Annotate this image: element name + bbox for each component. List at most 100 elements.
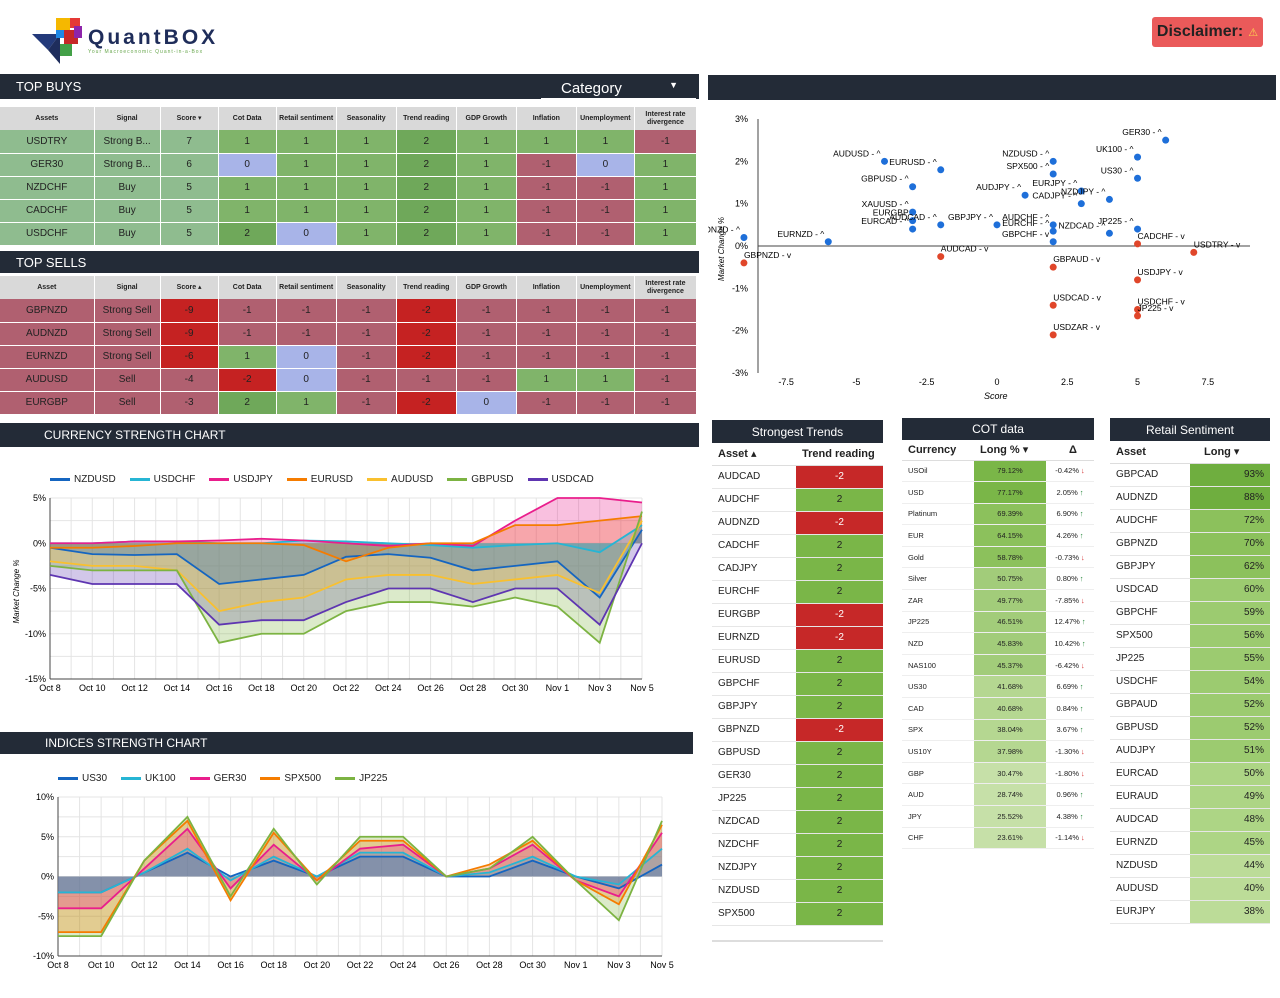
table-row[interactable]: EURNZD -2 <box>712 626 883 650</box>
legend-item[interactable]: USDCAD <box>527 474 594 485</box>
scatter-point[interactable] <box>909 217 917 225</box>
legend-item[interactable]: SPX500 <box>260 773 321 784</box>
scatter-point[interactable] <box>824 238 832 246</box>
scatter-point[interactable] <box>1049 170 1057 178</box>
scatter-point[interactable] <box>937 221 945 229</box>
table-row[interactable]: NZD 45.83% 10.42% ↑ <box>902 632 1094 655</box>
scatter-point[interactable] <box>909 225 917 233</box>
column-header[interactable]: Δ <box>1046 440 1094 461</box>
table-row[interactable]: AUDJPY 51% <box>1110 739 1270 763</box>
table-row[interactable]: GBPCHF 2 <box>712 672 883 696</box>
table-row[interactable]: USD 77.17% 2.05% ↑ <box>902 481 1094 504</box>
scatter-point[interactable] <box>1134 153 1142 161</box>
scatter-point[interactable] <box>937 253 945 261</box>
table-row[interactable]: JPY 25.52% 4.38% ↑ <box>902 805 1094 828</box>
table-row[interactable]: EURGBP -2 <box>712 603 883 627</box>
series-line-audusd[interactable] <box>49 520 643 613</box>
scatter-point[interactable] <box>909 183 917 191</box>
table-row[interactable]: GER30 Strong B... 6 0 1 1 2 1 -1 0 1 <box>0 153 698 177</box>
table-row[interactable]: GBPNZD -2 <box>712 718 883 742</box>
scatter-point[interactable] <box>1077 187 1085 195</box>
table-row[interactable]: AUDNZD 88% <box>1110 486 1270 510</box>
column-header[interactable]: Long % ▾ <box>974 440 1046 461</box>
scatter-point[interactable] <box>1049 238 1057 246</box>
table-row[interactable]: EURCAD 50% <box>1110 762 1270 786</box>
table-row[interactable]: NZDCAD 2 <box>712 810 883 834</box>
table-row[interactable]: AUDCHF 72% <box>1110 509 1270 533</box>
table-row[interactable]: USDCAD 60% <box>1110 578 1270 602</box>
table-row[interactable]: GBPUSD 2 <box>712 741 883 765</box>
scatter-point[interactable] <box>881 157 889 165</box>
scatter-point[interactable] <box>1049 157 1057 165</box>
scatter-point[interactable] <box>1134 312 1142 320</box>
table-row[interactable]: NZDJPY 2 <box>712 856 883 880</box>
table-row[interactable]: AUDCAD -2 <box>712 465 883 489</box>
table-row[interactable]: NZDUSD 44% <box>1110 854 1270 878</box>
table-row[interactable]: NZDCHF 2 <box>712 833 883 857</box>
legend-item[interactable]: EURUSD <box>286 474 353 485</box>
table-row[interactable]: NZDCHF Buy 5 1 1 1 2 1 -1 -1 1 <box>0 176 698 200</box>
table-row[interactable]: NZDUSD 2 <box>712 879 883 903</box>
legend-item[interactable]: UK100 <box>121 773 176 784</box>
table-row[interactable]: GER30 2 <box>712 764 883 788</box>
table-row[interactable]: ZAR 49.77% -7.85% ↓ <box>902 589 1094 612</box>
legend-item[interactable]: USDCHF <box>129 474 195 485</box>
scatter-point[interactable] <box>1049 301 1057 309</box>
series-line-us30[interactable] <box>58 851 663 894</box>
scatter-point[interactable] <box>1134 240 1142 248</box>
scatter-point[interactable] <box>1049 263 1057 271</box>
column-header[interactable]: Currency <box>902 440 974 461</box>
table-row[interactable]: EURGBP Sell -3 2 1 -1 -2 0 -1 -1 -1 <box>0 391 698 415</box>
table-row[interactable]: GBPNZD 70% <box>1110 532 1270 556</box>
series-line-ger30[interactable] <box>58 827 663 910</box>
scatter-point[interactable] <box>740 259 748 267</box>
table-row[interactable]: USDTRY Strong B... 7 1 1 1 2 1 1 1 -1 <box>0 130 698 154</box>
scatter-point[interactable] <box>1021 191 1029 199</box>
scatter-point[interactable] <box>1134 306 1142 313</box>
table-row[interactable]: USDCHF 54% <box>1110 670 1270 694</box>
series-line-gbpusd[interactable] <box>49 511 643 645</box>
table-row[interactable]: EURCHF 2 <box>712 580 883 604</box>
table-row[interactable]: GBPJPY 62% <box>1110 555 1270 579</box>
series-line-usdjpy[interactable] <box>50 497 643 547</box>
table-row[interactable]: USDCHF Buy 5 2 0 1 2 1 -1 -1 1 <box>0 222 698 246</box>
category-dropdown[interactable]: Category ▼ <box>541 75 696 99</box>
scatter-point[interactable] <box>1049 227 1057 235</box>
table-row[interactable]: GBPCAD 93% <box>1110 463 1270 487</box>
table-row[interactable]: GBPUSD 52% <box>1110 716 1270 740</box>
legend-item[interactable]: GBPUSD <box>447 474 514 485</box>
table-row[interactable]: AUDUSD Sell -4 -2 0 -1 -1 -1 1 1 -1 <box>0 368 698 392</box>
table-row[interactable]: AUDCHF 2 <box>712 488 883 512</box>
scatter-point[interactable] <box>1134 174 1142 182</box>
legend-item[interactable]: JP225 <box>335 773 387 784</box>
column-header[interactable]: Score ▾ <box>160 107 219 130</box>
table-row[interactable]: Silver 50.75% 0.80% ↑ <box>902 567 1094 591</box>
table-row[interactable]: SPX500 2 <box>712 902 883 926</box>
scatter-point[interactable] <box>1105 229 1113 237</box>
table-row[interactable]: JP225 46.51% 12.47% ↑ <box>902 611 1094 634</box>
table-row[interactable]: Platinum 69.39% 6.90% ↑ <box>902 503 1094 526</box>
table-row[interactable]: JP225 55% <box>1110 647 1270 671</box>
table-row[interactable]: EURJPY 38% <box>1110 900 1270 924</box>
table-row[interactable]: AUDCAD 48% <box>1110 808 1270 832</box>
table-row[interactable]: NAS100 45.37% -6.42% ↓ <box>902 654 1094 677</box>
scatter-point[interactable] <box>1049 331 1057 339</box>
table-row[interactable]: CHF 23.61% -1.14% ↓ <box>902 827 1094 850</box>
table-row[interactable]: JP225 2 <box>712 787 883 811</box>
legend-item[interactable]: USDJPY <box>209 474 273 485</box>
scatter-point[interactable] <box>1162 136 1170 144</box>
scatter-point[interactable] <box>937 166 945 174</box>
table-row[interactable]: EURUSD 2 <box>712 649 883 673</box>
series-line-jp225[interactable] <box>58 815 663 938</box>
table-row[interactable]: Gold 58.78% -0.73% ↓ <box>902 546 1094 569</box>
table-row[interactable]: GBPAUD 52% <box>1110 693 1270 717</box>
series-line-spx500[interactable] <box>58 819 663 934</box>
table-row[interactable]: EUR 64.15% 4.26% ↑ <box>902 524 1094 547</box>
series-line-nzdusd[interactable] <box>49 529 643 599</box>
legend-item[interactable]: US30 <box>58 773 107 784</box>
table-row[interactable]: USOil 79.12% -0.42% ↓ <box>902 460 1094 483</box>
table-row[interactable]: US10Y 37.98% -1.30% ↓ <box>902 740 1094 763</box>
asset-column-header[interactable]: Asset ▴ <box>712 443 796 466</box>
table-row[interactable]: GBPJPY 2 <box>712 695 883 719</box>
scatter-point[interactable] <box>1105 195 1113 203</box>
